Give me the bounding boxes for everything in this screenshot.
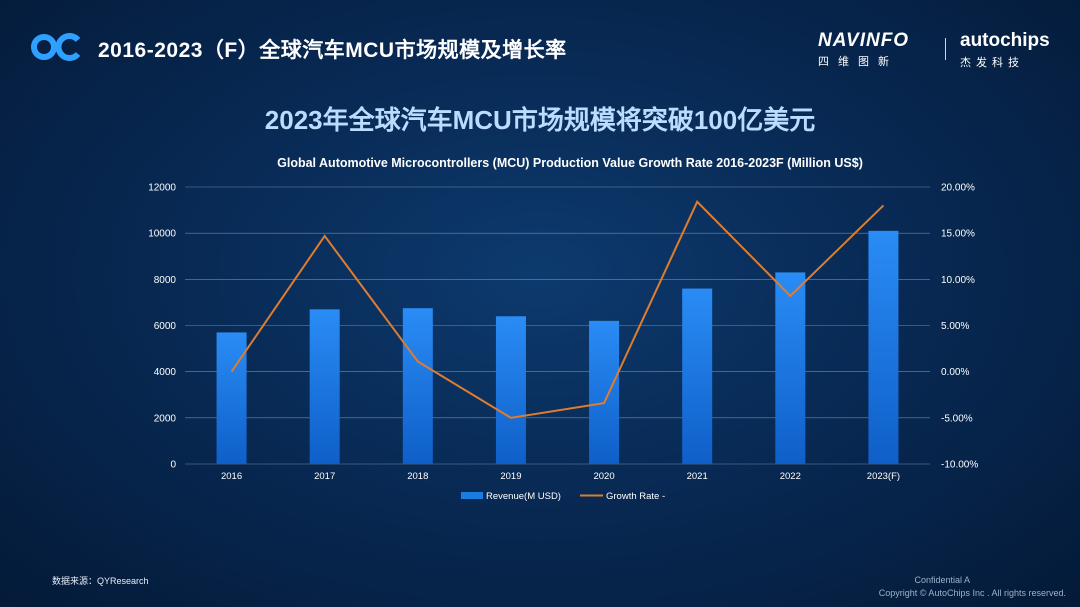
revenue-bar — [495, 316, 526, 464]
x-axis: 2016 2017 2018 2019 2020 2021 2022 2023(F) — [221, 471, 900, 482]
data-source: 数据来源：QYResearch — [52, 576, 149, 586]
revenue-bar — [868, 230, 899, 464]
growth-line — [230, 200, 885, 419]
right-tick-label: 15.00% — [941, 229, 975, 240]
headline: 2023年全球汽车MCU市场规模将突破100亿美元 — [264, 105, 816, 135]
revenue-bar — [775, 272, 806, 464]
navinfo-logo: NAVINFO 四维图新 — [818, 30, 938, 69]
legend-label-growth: Growth Rate - — [606, 491, 665, 502]
x-tick-label: 2023(F) — [867, 471, 900, 482]
chart-title: Global Automotive Microcontrollers (MCU)… — [277, 156, 863, 170]
x-tick-label: 2019 — [500, 471, 521, 482]
x-tick-label: 2016 — [221, 471, 242, 482]
revenue-bar — [216, 332, 247, 464]
autochips-cn: 杰发科技 — [960, 57, 1024, 69]
copyright-text: Copyright © AutoChips Inc . All rights r… — [878, 588, 1066, 598]
grid-lines — [185, 186, 930, 465]
navinfo-cn: 四维图新 — [818, 56, 898, 68]
x-tick-label: 2021 — [687, 471, 708, 482]
left-tick-label: 10000 — [148, 229, 176, 240]
revenue-bar — [589, 320, 620, 464]
x-tick-label: 2022 — [780, 471, 801, 482]
autochips-logo: autochips 杰发科技 — [960, 30, 1050, 70]
left-tick-label: 12000 — [148, 183, 176, 194]
revenue-bar — [309, 309, 340, 464]
x-tick-label: 2018 — [407, 471, 428, 482]
left-tick-label: 2000 — [154, 413, 177, 424]
right-tick-label: -5.00% — [941, 413, 973, 424]
page-title: 2016-2023（F）全球汽车MCU市场规模及增长率 — [98, 39, 567, 62]
growth-rate-line — [230, 200, 885, 419]
navinfo-name: NAVINFO — [818, 30, 910, 51]
left-tick-label: 0 — [170, 460, 176, 471]
left-axis: 0 2000 4000 6000 8000 10000 12000 — [148, 183, 176, 471]
brand-divider — [945, 38, 946, 60]
left-tick-label: 6000 — [154, 321, 177, 332]
legend-label-revenue: Revenue(M USD) — [486, 491, 561, 502]
autochips-name: autochips — [960, 30, 1050, 51]
legend: Revenue(M USD) Growth Rate - — [461, 491, 665, 502]
revenue-bar — [402, 308, 433, 464]
x-tick-label: 2020 — [593, 471, 614, 482]
x-tick-label: 2017 — [314, 471, 335, 482]
revenue-bar — [682, 288, 713, 464]
right-axis: -10.00% -5.00% 0.00% 5.00% 10.00% 15.00% 20.00… — [941, 183, 978, 471]
oc-logo — [31, 33, 81, 61]
left-tick-label: 8000 — [154, 275, 177, 286]
left-tick-label: 4000 — [154, 367, 177, 378]
right-tick-label: 0.00% — [941, 367, 969, 378]
right-tick-label: -10.00% — [941, 460, 978, 471]
revenue-bars — [216, 230, 899, 464]
confidential-label: Confidential A — [914, 575, 970, 585]
legend-swatch-revenue — [461, 492, 483, 499]
right-tick-label: 20.00% — [941, 183, 975, 194]
right-tick-label: 10.00% — [941, 275, 975, 286]
right-tick-label: 5.00% — [941, 321, 969, 332]
